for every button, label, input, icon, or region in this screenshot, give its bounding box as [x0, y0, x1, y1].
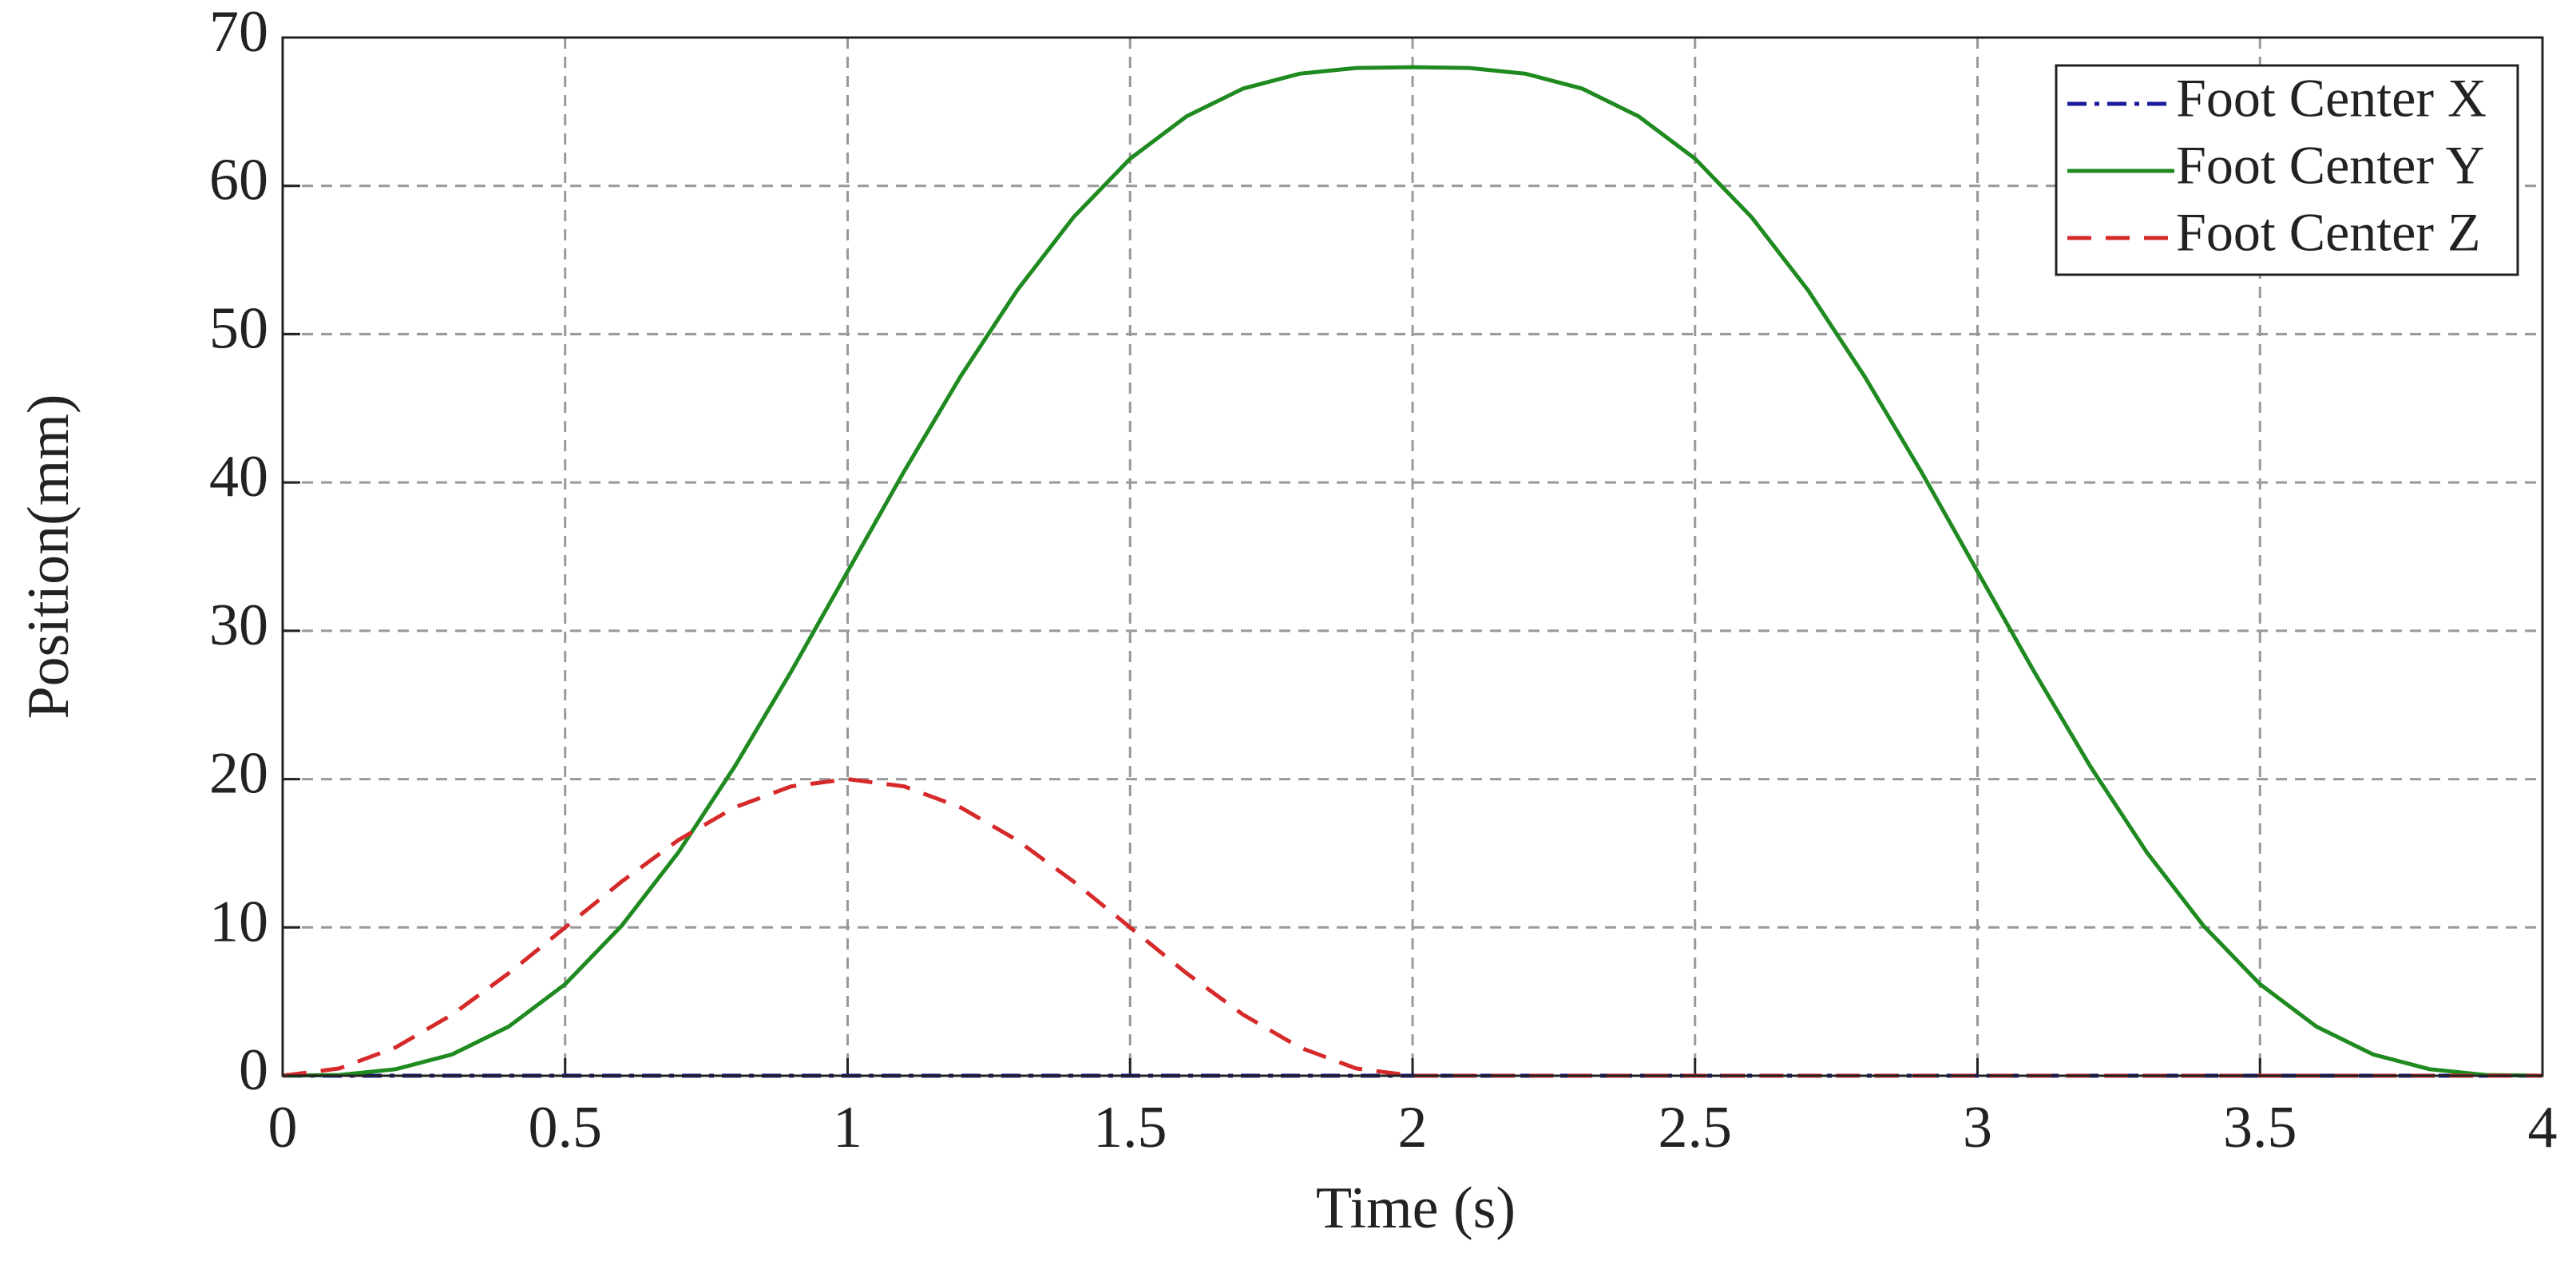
x-tick-label: 0.5 [529, 1095, 603, 1160]
x-tick-label: 1 [833, 1095, 862, 1160]
x-tick-label: 1.5 [1093, 1095, 1167, 1160]
y-tick-label: 60 [209, 148, 268, 213]
y-tick-label: 70 [209, 0, 268, 65]
y-tick-label: 10 [209, 889, 268, 954]
legend-label: Foot Center X [2176, 68, 2487, 129]
y-tick-label: 50 [209, 295, 268, 361]
y-axis-label: Position(mm) [16, 394, 81, 719]
y-tick-label: 0 [239, 1037, 268, 1103]
y-tick-label: 40 [209, 444, 268, 510]
x-tick-label: 0 [268, 1095, 298, 1160]
series-line [282, 65, 2543, 1078]
x-tick-label: 2.5 [1659, 1095, 1733, 1160]
y-tick-label: 20 [209, 741, 268, 807]
x-axis-label: Time (s) [1316, 1176, 1516, 1241]
x-tick-label: 3.5 [2223, 1095, 2297, 1160]
legend-label: Foot Center Y [2176, 135, 2485, 196]
x-tick-label: 2 [1398, 1095, 1428, 1160]
y-tick-label: 30 [209, 593, 268, 658]
x-tick-label: 4 [2528, 1095, 2558, 1160]
x-tick-label: 3 [1963, 1095, 1992, 1160]
legend-label: Foot Center Z [2176, 202, 2481, 263]
plot-frame [281, 36, 2544, 1077]
